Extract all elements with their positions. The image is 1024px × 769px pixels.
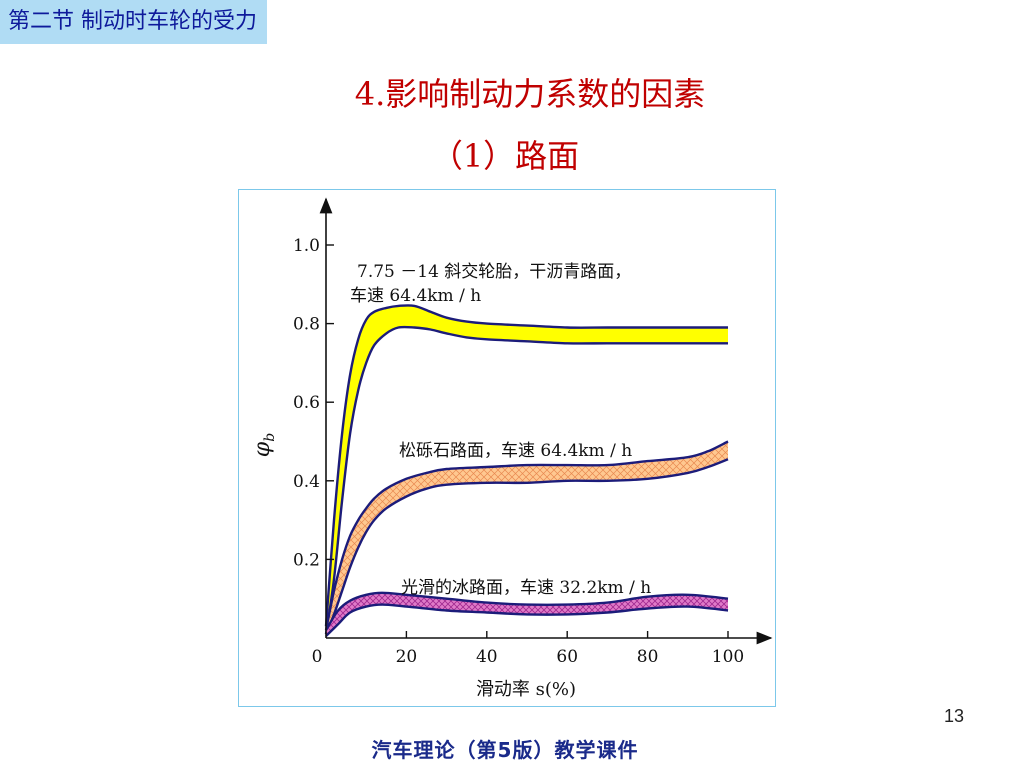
annotation-dry-asphalt: 7.75 －14 斜交轮胎，干沥青路面， — [357, 262, 631, 282]
band-loose-gravel-lower-line — [324, 458, 729, 635]
band-smooth-ice-lower-line — [325, 603, 729, 637]
slide-title: 4.影响制动力系数的因素 — [354, 75, 706, 113]
band-dry-asphalt-upper-line — [324, 304, 728, 627]
braking-coefficient-chart: 0 20 40 60 80 100 0.2 0.4 0.6 0.8 1.0 7.75 －14 斜交轮… — [238, 189, 776, 707]
page-number: 13 — [943, 706, 964, 726]
band-smooth-ice-upper-line — [324, 591, 729, 631]
band-dry-asphalt-lower-line — [324, 325, 728, 635]
x-tick-label: 20 — [396, 647, 418, 667]
annotation-loose-gravel: 松砾石路面，车速 64.4km / h — [399, 441, 632, 461]
y-tick-label: 0.6 — [293, 393, 320, 413]
y-axis-label: φb — [250, 433, 278, 457]
y-tick-label: 0.4 — [293, 472, 320, 492]
band-dry-asphalt — [326, 305, 728, 635]
x-tick-label: 60 — [556, 647, 578, 667]
y-tick-label: 0.2 — [293, 550, 320, 570]
footer-course-label: 汽车理论（第5版）教学课件 — [371, 738, 639, 762]
y-tick-label: 0.8 — [293, 315, 320, 335]
y-tick-label: 1.0 — [293, 236, 320, 256]
slide-subtitle: （1）路面 — [430, 137, 580, 175]
x-tick-label: 40 — [476, 647, 498, 667]
annotation-smooth-ice: 光滑的冰路面，车速 32.2km / h — [401, 578, 651, 598]
x-axis-label: 滑动率 s(%) — [476, 679, 576, 700]
band-loose-gravel-upper-line — [324, 440, 729, 631]
x-tick-label: 80 — [637, 647, 659, 667]
x-tick-label: 100 — [712, 647, 744, 667]
annotation-dry-asphalt: 车速 64.4km / h — [350, 286, 481, 306]
x-tick-label: 0 — [312, 647, 323, 667]
section-label: 第二节 制动时车轮的受力 — [0, 0, 267, 44]
band-loose-gravel — [326, 441, 728, 635]
